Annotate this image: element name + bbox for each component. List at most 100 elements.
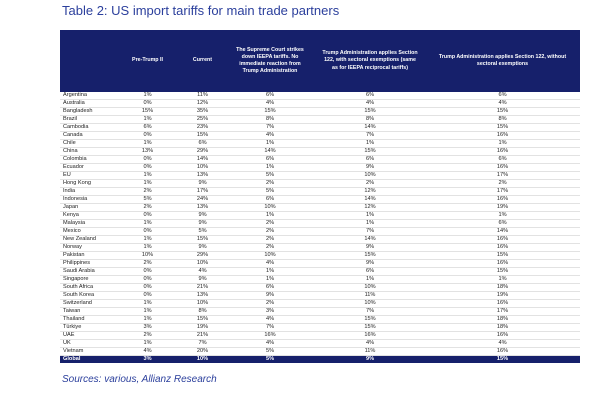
tariff-cell: 16% xyxy=(225,331,315,340)
tariff-cell: 29% xyxy=(180,147,225,156)
table-row: China 13% 29% 14% 15% 16% xyxy=(60,147,580,156)
tariff-cell: 29% xyxy=(180,251,225,260)
tariff-cell: 1% xyxy=(225,267,315,276)
country-cell: Vietnam xyxy=(60,347,115,356)
table-row: Argentina 1% 11% 6% 6% 6% xyxy=(60,92,580,100)
tariff-cell: 15% xyxy=(315,251,425,260)
table-row: Pakistan 10% 29% 10% 15% 15% xyxy=(60,251,580,260)
tariff-cell: 7% xyxy=(225,323,315,332)
tariff-cell: 9% xyxy=(315,243,425,252)
country-cell: Thailand xyxy=(60,315,115,324)
tariff-cell: 0% xyxy=(115,211,180,220)
header-cell: Trump Administration applies Section 122… xyxy=(425,30,580,92)
tariff-cell: 5% xyxy=(115,195,180,204)
tariff-cell: 12% xyxy=(315,187,425,196)
tariff-cell: 14% xyxy=(180,155,225,164)
tariff-cell: 24% xyxy=(180,195,225,204)
tariff-cell: 14% xyxy=(315,235,425,244)
table-row: UK 1% 7% 4% 4% 4% xyxy=(60,339,580,348)
tariff-cell: 0% xyxy=(115,267,180,276)
table-row: Hong Kong 1% 9% 2% 2% 2% xyxy=(60,179,580,188)
table-body: Argentina 1% 11% 6% 6% 6% Australia 0% 12% 4% 4% 4%… xyxy=(60,92,580,363)
tariff-cell: 1% xyxy=(115,235,180,244)
tariff-cell: 4% xyxy=(225,259,315,268)
table-row: Brazil 1% 25% 8% 8% 8% xyxy=(60,115,580,124)
tariff-cell: 5% xyxy=(225,171,315,180)
table-row: Australia 0% 12% 4% 4% 4% xyxy=(60,99,580,108)
country-cell: China xyxy=(60,147,115,156)
tariff-cell: 6% xyxy=(180,139,225,148)
tariff-cell: 21% xyxy=(180,331,225,340)
tariff-cell: 10% xyxy=(180,299,225,308)
tariff-cell: 1% xyxy=(315,211,425,220)
tariff-cell: 9% xyxy=(180,211,225,220)
tariff-cell: 2% xyxy=(115,187,180,196)
table-row: Mexico 0% 5% 2% 7% 14% xyxy=(60,227,580,236)
tariff-cell: 18% xyxy=(425,283,580,292)
country-cell: Saudi Arabia xyxy=(60,267,115,276)
country-cell: Australia xyxy=(60,99,115,108)
tariff-cell: 6% xyxy=(225,92,315,100)
table-row: Taiwan 1% 8% 3% 7% 17% xyxy=(60,307,580,316)
tariff-cell: 4% xyxy=(315,339,425,348)
country-cell: Pakistan xyxy=(60,251,115,260)
total-row: Global 3% 10% 5% 9% 15% xyxy=(60,355,580,363)
tariff-cell: 3% xyxy=(225,307,315,316)
tariff-cell: 2% xyxy=(225,219,315,228)
tariff-cell: 14% xyxy=(315,195,425,204)
tariff-cell: 23% xyxy=(180,123,225,132)
tariff-cell: 1% xyxy=(315,275,425,284)
tariff-cell: 0% xyxy=(115,155,180,164)
tariff-cell: 2% xyxy=(225,235,315,244)
country-cell: Ecuador xyxy=(60,163,115,172)
tariff-cell: 1% xyxy=(115,243,180,252)
tariff-cell: 4% xyxy=(225,99,315,108)
tariff-cell: 16% xyxy=(315,331,425,340)
country-cell: UAE xyxy=(60,331,115,340)
tariff-cell: 15% xyxy=(315,107,425,116)
country-cell: Taiwan xyxy=(60,307,115,316)
tariff-cell: 2% xyxy=(115,203,180,212)
tariff-cell: 5% xyxy=(225,347,315,356)
tariff-cell: 5% xyxy=(180,227,225,236)
country-cell: Türkiye xyxy=(60,323,115,332)
tariff-cell: 9% xyxy=(315,259,425,268)
tariff-cell: 0% xyxy=(115,163,180,172)
tariff-cell: 4% xyxy=(225,315,315,324)
tariff-cell: 1% xyxy=(425,139,580,148)
tariff-cell: 15% xyxy=(315,315,425,324)
tariff-cell: 0% xyxy=(115,131,180,140)
country-cell: Colombia xyxy=(60,155,115,164)
country-cell: Argentina xyxy=(60,92,115,100)
tariff-cell: 2% xyxy=(425,179,580,188)
tariff-cell: 15% xyxy=(315,147,425,156)
tariff-cell: 9% xyxy=(180,243,225,252)
tariff-cell: 16% xyxy=(425,243,580,252)
tariff-cell: 6% xyxy=(225,155,315,164)
header-row: Pre-Trump II Current The Supreme Court str… xyxy=(60,30,580,92)
tariff-cell: 5% xyxy=(225,187,315,196)
tariff-cell: 15% xyxy=(425,107,580,116)
tariff-cell: 1% xyxy=(315,219,425,228)
country-cell: Singapore xyxy=(60,275,115,284)
tariff-cell: 6% xyxy=(315,155,425,164)
country-cell: Norway xyxy=(60,243,115,252)
country-cell: Mexico xyxy=(60,227,115,236)
tariff-cell: 16% xyxy=(425,299,580,308)
header-cell: Pre-Trump II xyxy=(115,30,180,92)
tariff-cell: 0% xyxy=(115,99,180,108)
tariff-cell: 4% xyxy=(180,267,225,276)
tariff-cell: 16% xyxy=(425,331,580,340)
tariff-cell: 25% xyxy=(180,115,225,124)
tariff-cell: 16% xyxy=(425,259,580,268)
tariff-cell: 4% xyxy=(425,339,580,348)
country-cell: Brazil xyxy=(60,115,115,124)
tariff-cell: 1% xyxy=(225,139,315,148)
tariff-cell: 16% xyxy=(425,131,580,140)
tariff-cell: 1% xyxy=(115,307,180,316)
table-row: India 2% 17% 5% 12% 17% xyxy=(60,187,580,196)
country-cell: Philippines xyxy=(60,259,115,268)
country-cell: Hong Kong xyxy=(60,179,115,188)
tariff-cell: 15% xyxy=(180,315,225,324)
